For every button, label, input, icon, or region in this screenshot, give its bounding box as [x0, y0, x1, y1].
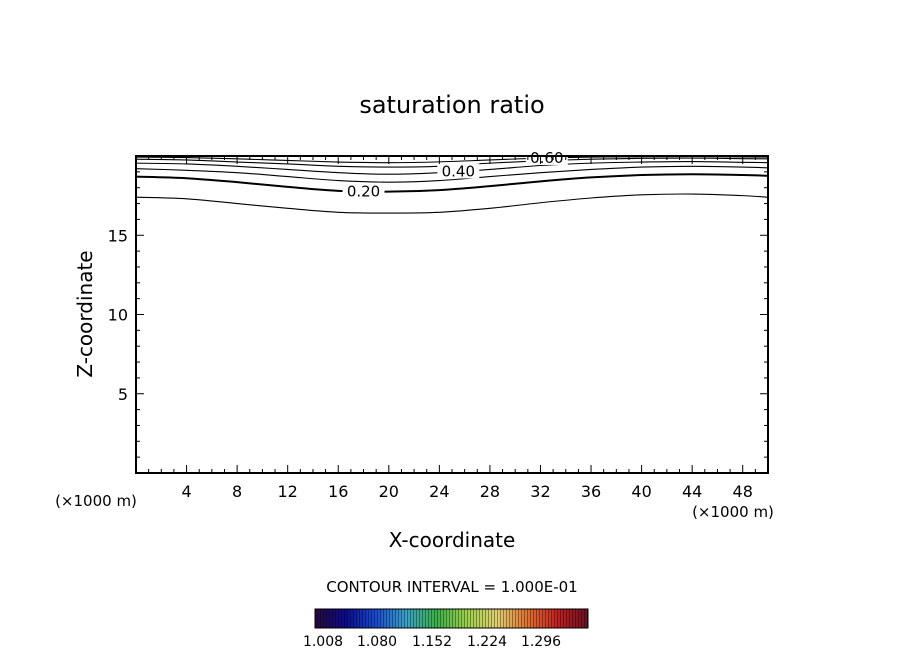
- x-tick-label: 36: [581, 482, 601, 501]
- colorbar-frame: [314, 608, 589, 629]
- x-tick-label: 16: [328, 482, 348, 501]
- colorbar-stripes: [315, 609, 588, 628]
- x-axis-label: X-coordinate: [389, 528, 516, 552]
- y-tick-label: 15: [108, 226, 128, 245]
- contour-interval-text: CONTOUR INTERVAL = 1.000E-01: [326, 578, 577, 596]
- colorbar-tick-label: 1.080: [357, 634, 397, 650]
- contour-line: [135, 193, 769, 214]
- x-tick-label: 8: [232, 482, 242, 501]
- x-tick-label: 24: [429, 482, 449, 501]
- x-tick-label: 44: [682, 482, 702, 501]
- colorbar-tick-label: 1.008: [303, 634, 343, 650]
- axis-ticks: [136, 156, 768, 473]
- contour-labels: 0.20 0.40 0.60: [342, 149, 568, 200]
- contour-label-bg: [437, 163, 480, 179]
- contour-label: 0.20: [347, 182, 380, 200]
- contour-label: 0.40: [442, 162, 475, 180]
- x-tick-label: 12: [278, 482, 298, 501]
- x-unit-right: (×1000 m): [692, 503, 774, 521]
- chart-title: saturation ratio: [359, 91, 544, 119]
- x-unit-left: (×1000 m): [55, 492, 137, 510]
- colorbar-tick-label: 1.296: [521, 634, 561, 650]
- colorbar-labels: 1.008 1.080 1.152 1.224 1.296: [303, 634, 561, 650]
- x-tick-label: 40: [631, 482, 651, 501]
- y-tick-labels: 5 10 15: [108, 226, 128, 404]
- plot-frame: [135, 155, 769, 474]
- x-tick-label: 20: [379, 482, 399, 501]
- colorbar-tick-label: 1.152: [412, 634, 452, 650]
- colorbar: [314, 608, 589, 629]
- contour-label-bg: [342, 183, 385, 199]
- x-tick-label: 28: [480, 482, 500, 501]
- x-tick-label: 4: [181, 482, 191, 501]
- y-axis-label: Z-coordinate: [73, 250, 97, 377]
- contour-line: [135, 165, 769, 183]
- x-tick-labels: 4 8 12 16 20 24 28 32 36 40 44 48: [181, 482, 752, 501]
- contour-label: 0.60: [530, 149, 563, 167]
- x-tick-label: 32: [530, 482, 550, 501]
- x-tick-label: 48: [733, 482, 753, 501]
- contour-label-bg: [525, 149, 568, 165]
- y-tick-label: 10: [108, 306, 128, 325]
- y-tick-label: 5: [118, 385, 128, 404]
- colorbar-tick-label: 1.224: [467, 634, 507, 650]
- contour-line: [135, 173, 769, 193]
